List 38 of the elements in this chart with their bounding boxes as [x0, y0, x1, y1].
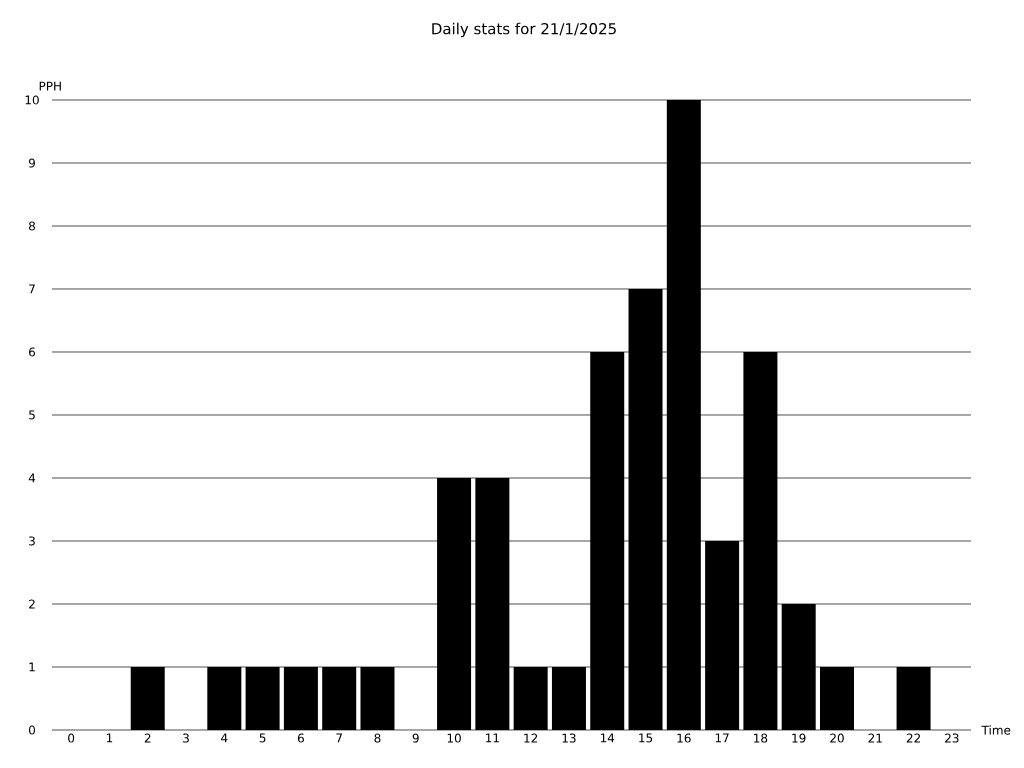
- x-tick-label: 22: [906, 733, 920, 743]
- y-tick-label: 4: [28, 473, 36, 483]
- x-tick-label: 23: [945, 733, 959, 743]
- y-tick-label: 10: [25, 95, 39, 105]
- y-tick-label: 7: [29, 284, 35, 294]
- x-tick-label: 9: [412, 733, 419, 743]
- x-tick-label: 19: [792, 733, 806, 743]
- x-tick-label: 10: [447, 733, 461, 743]
- y-tick-label: 5: [29, 410, 35, 420]
- x-tick-label: 13: [562, 733, 576, 743]
- x-tick-label: 11: [486, 733, 499, 743]
- x-tick-label: 7: [336, 733, 342, 743]
- y-tick-label: 6: [29, 347, 36, 357]
- x-tick-label: 1: [106, 733, 113, 743]
- chart-title: Daily stats for 21/1/2025: [432, 22, 616, 38]
- x-tick-label: 20: [830, 733, 844, 743]
- x-tick-label: 6: [297, 733, 304, 743]
- x-tick-label: 4: [221, 733, 228, 743]
- y-tick-label: 0: [28, 725, 36, 735]
- x-tick-label: 5: [259, 733, 266, 743]
- x-tick-label: 2: [144, 733, 151, 743]
- x-tick-label: 0: [68, 733, 75, 743]
- y-tick-label: 3: [29, 536, 35, 546]
- x-tick-label: 15: [639, 733, 653, 743]
- x-tick-label: 3: [183, 733, 189, 743]
- x-tick-label: 8: [374, 733, 381, 743]
- y-axis-title: PPH: [39, 81, 61, 91]
- x-tick-label: 18: [754, 733, 768, 743]
- x-tick-label: 14: [600, 733, 615, 743]
- y-tick-label: 1: [29, 662, 35, 672]
- y-tick-label: 8: [29, 221, 35, 231]
- y-tick-label: 9: [28, 158, 35, 168]
- x-axis-title: Time: [981, 725, 1011, 735]
- x-tick-label: 17: [715, 733, 729, 743]
- x-tick-label: 21: [868, 733, 882, 743]
- x-tick-label: 16: [677, 733, 691, 743]
- x-tick-label: 12: [524, 733, 538, 743]
- y-tick-label: 2: [29, 599, 35, 609]
